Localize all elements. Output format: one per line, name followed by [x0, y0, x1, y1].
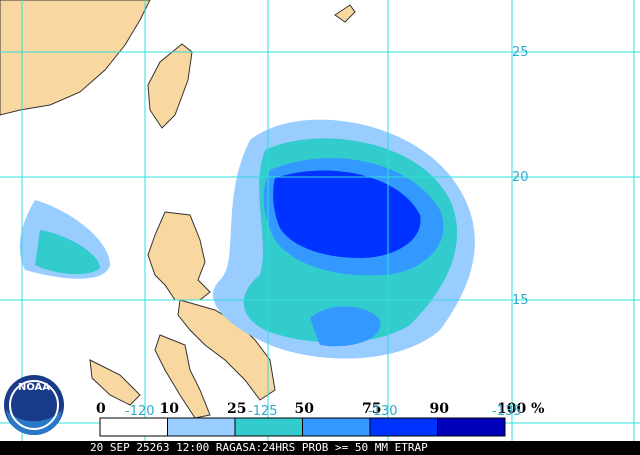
lon-label: -135	[492, 404, 522, 419]
footer-text: 20 SEP 25263 12:00 RAGASA:24HRS PROB >= …	[90, 441, 428, 454]
legend-swatch	[167, 417, 236, 437]
legend-swatch	[234, 417, 303, 437]
land	[0, 0, 356, 419]
lon-label: -125	[248, 404, 278, 419]
legend: 0 10 25 50 75 90 100 %	[96, 401, 544, 437]
lat-label: 20	[512, 170, 529, 185]
legend-label: 50	[295, 401, 315, 417]
lat-label: 15	[512, 293, 529, 308]
precip-field	[19, 119, 475, 359]
lon-label: -120	[125, 404, 155, 419]
logo-text: NOAA	[18, 382, 50, 393]
legend-swatch	[99, 417, 168, 437]
legend-label: 10	[160, 401, 180, 417]
legend-swatch	[437, 417, 506, 437]
footer-bar	[0, 441, 640, 455]
legend-label: 90	[430, 401, 450, 417]
lon-label: -130	[368, 404, 398, 419]
noaa-logo: NOAA	[4, 375, 64, 435]
legend-swatch	[302, 417, 371, 437]
legend-label: 25	[227, 401, 246, 417]
lat-label: 25	[512, 45, 529, 60]
legend-label: 75	[362, 401, 381, 417]
legend-label: 100 %	[497, 401, 544, 417]
legend-label: 0	[96, 401, 106, 417]
legend-swatch	[369, 417, 438, 437]
